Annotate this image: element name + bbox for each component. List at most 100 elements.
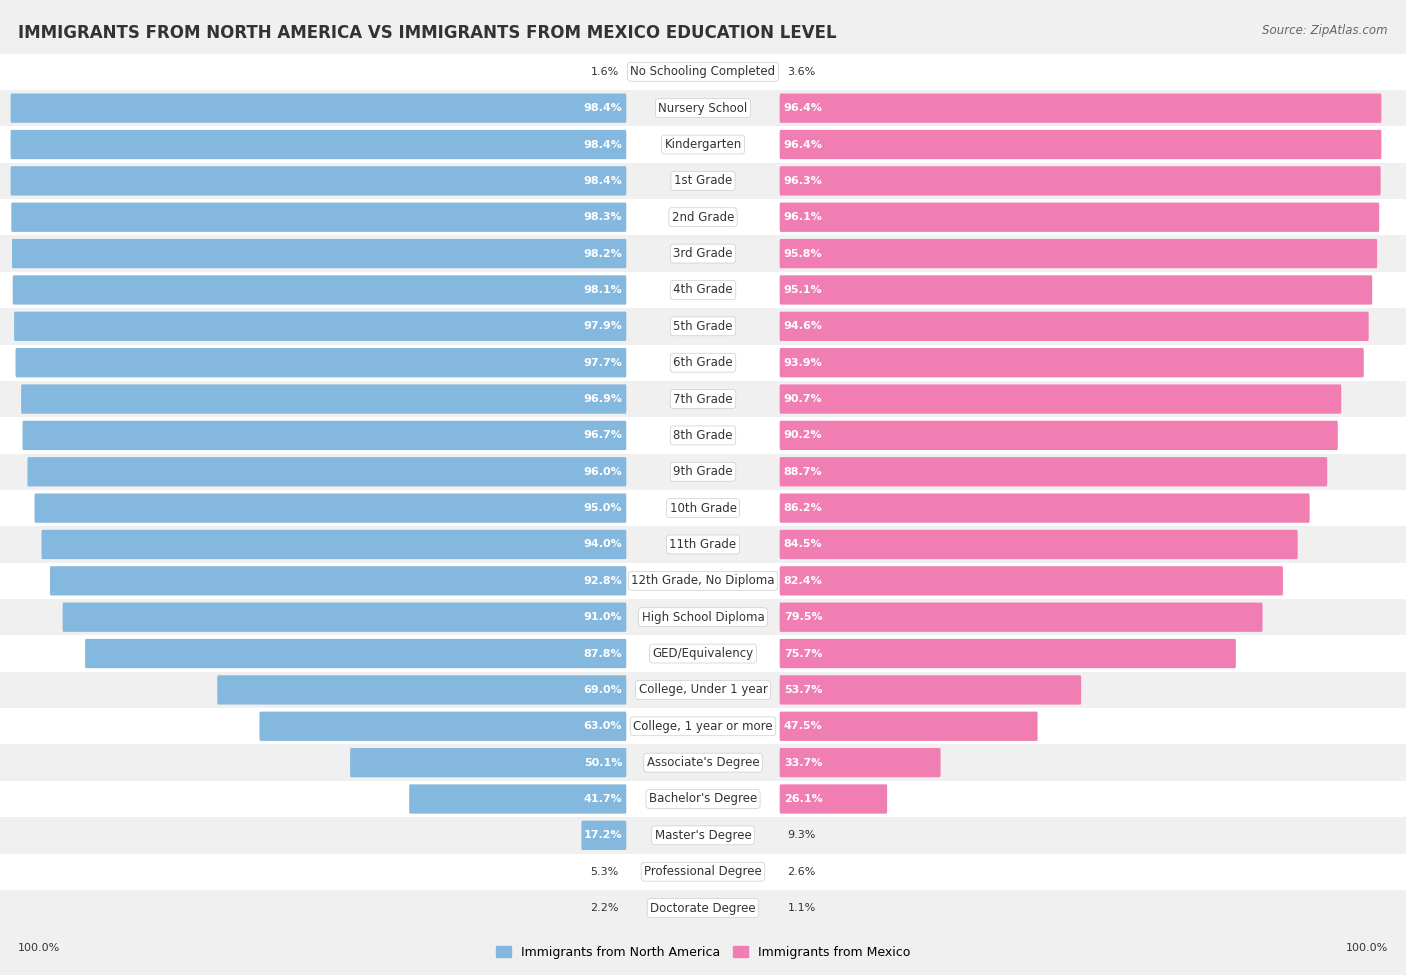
- FancyBboxPatch shape: [21, 384, 626, 413]
- Text: 8th Grade: 8th Grade: [673, 429, 733, 442]
- FancyBboxPatch shape: [0, 563, 1406, 599]
- Text: 11th Grade: 11th Grade: [669, 538, 737, 551]
- Text: 1.1%: 1.1%: [787, 903, 815, 913]
- Text: 5th Grade: 5th Grade: [673, 320, 733, 332]
- Text: 2nd Grade: 2nd Grade: [672, 211, 734, 223]
- FancyBboxPatch shape: [780, 493, 1309, 523]
- Text: 96.9%: 96.9%: [583, 394, 621, 404]
- Text: 63.0%: 63.0%: [583, 722, 621, 731]
- FancyBboxPatch shape: [780, 421, 1337, 450]
- FancyBboxPatch shape: [11, 94, 626, 123]
- Text: 84.5%: 84.5%: [785, 539, 823, 550]
- Text: GED/Equivalency: GED/Equivalency: [652, 647, 754, 660]
- Text: Doctorate Degree: Doctorate Degree: [650, 902, 756, 915]
- FancyBboxPatch shape: [780, 348, 1364, 377]
- Text: 96.0%: 96.0%: [583, 467, 621, 477]
- Text: 26.1%: 26.1%: [785, 794, 823, 804]
- FancyBboxPatch shape: [260, 712, 626, 741]
- Text: 2.2%: 2.2%: [591, 903, 619, 913]
- FancyBboxPatch shape: [780, 566, 1282, 596]
- Text: 95.1%: 95.1%: [785, 285, 823, 295]
- FancyBboxPatch shape: [42, 529, 626, 559]
- Text: 47.5%: 47.5%: [785, 722, 823, 731]
- Text: 91.0%: 91.0%: [583, 612, 621, 622]
- Text: IMMIGRANTS FROM NORTH AMERICA VS IMMIGRANTS FROM MEXICO EDUCATION LEVEL: IMMIGRANTS FROM NORTH AMERICA VS IMMIGRA…: [18, 24, 837, 42]
- Text: 98.4%: 98.4%: [583, 103, 621, 113]
- Text: 97.9%: 97.9%: [583, 322, 621, 332]
- Text: 98.1%: 98.1%: [583, 285, 621, 295]
- Text: 88.7%: 88.7%: [785, 467, 823, 477]
- FancyBboxPatch shape: [780, 275, 1372, 304]
- Text: 7th Grade: 7th Grade: [673, 393, 733, 406]
- Text: Bachelor's Degree: Bachelor's Degree: [650, 793, 756, 805]
- Text: 10th Grade: 10th Grade: [669, 501, 737, 515]
- FancyBboxPatch shape: [780, 166, 1381, 196]
- FancyBboxPatch shape: [0, 453, 1406, 489]
- FancyBboxPatch shape: [0, 781, 1406, 817]
- FancyBboxPatch shape: [0, 163, 1406, 199]
- Text: Associate's Degree: Associate's Degree: [647, 757, 759, 769]
- FancyBboxPatch shape: [11, 130, 626, 159]
- FancyBboxPatch shape: [0, 636, 1406, 672]
- Text: 90.7%: 90.7%: [785, 394, 823, 404]
- FancyBboxPatch shape: [0, 672, 1406, 708]
- Text: 95.8%: 95.8%: [785, 249, 823, 258]
- FancyBboxPatch shape: [0, 381, 1406, 417]
- Text: 50.1%: 50.1%: [583, 758, 621, 767]
- FancyBboxPatch shape: [218, 676, 626, 705]
- FancyBboxPatch shape: [22, 421, 626, 450]
- Text: 53.7%: 53.7%: [785, 684, 823, 695]
- FancyBboxPatch shape: [350, 748, 626, 777]
- Text: 94.6%: 94.6%: [785, 322, 823, 332]
- Text: 4th Grade: 4th Grade: [673, 284, 733, 296]
- FancyBboxPatch shape: [780, 529, 1298, 559]
- Legend: Immigrants from North America, Immigrants from Mexico: Immigrants from North America, Immigrant…: [491, 941, 915, 964]
- Text: 75.7%: 75.7%: [785, 648, 823, 658]
- Text: Professional Degree: Professional Degree: [644, 865, 762, 878]
- FancyBboxPatch shape: [780, 312, 1368, 341]
- Text: 33.7%: 33.7%: [785, 758, 823, 767]
- Text: 90.2%: 90.2%: [785, 430, 823, 441]
- Text: 69.0%: 69.0%: [583, 684, 621, 695]
- FancyBboxPatch shape: [780, 384, 1341, 413]
- FancyBboxPatch shape: [13, 275, 626, 304]
- Text: 96.3%: 96.3%: [785, 176, 823, 186]
- FancyBboxPatch shape: [0, 526, 1406, 563]
- FancyBboxPatch shape: [780, 639, 1236, 668]
- FancyBboxPatch shape: [14, 312, 626, 341]
- Text: 5.3%: 5.3%: [591, 867, 619, 877]
- Text: 9th Grade: 9th Grade: [673, 465, 733, 479]
- FancyBboxPatch shape: [780, 603, 1263, 632]
- Text: 3.6%: 3.6%: [787, 67, 815, 77]
- Text: 96.4%: 96.4%: [785, 103, 823, 113]
- FancyBboxPatch shape: [86, 639, 626, 668]
- FancyBboxPatch shape: [780, 203, 1379, 232]
- Text: 1st Grade: 1st Grade: [673, 175, 733, 187]
- FancyBboxPatch shape: [51, 566, 626, 596]
- FancyBboxPatch shape: [780, 784, 887, 814]
- Text: 82.4%: 82.4%: [785, 576, 823, 586]
- Text: 79.5%: 79.5%: [785, 612, 823, 622]
- FancyBboxPatch shape: [0, 890, 1406, 926]
- FancyBboxPatch shape: [0, 54, 1406, 90]
- FancyBboxPatch shape: [0, 417, 1406, 453]
- FancyBboxPatch shape: [0, 344, 1406, 381]
- FancyBboxPatch shape: [13, 239, 626, 268]
- Text: College, Under 1 year: College, Under 1 year: [638, 683, 768, 696]
- FancyBboxPatch shape: [0, 272, 1406, 308]
- Text: 96.7%: 96.7%: [583, 430, 621, 441]
- FancyBboxPatch shape: [780, 130, 1381, 159]
- FancyBboxPatch shape: [780, 94, 1381, 123]
- Text: 98.4%: 98.4%: [583, 176, 621, 186]
- Text: 96.4%: 96.4%: [785, 139, 823, 149]
- FancyBboxPatch shape: [0, 90, 1406, 127]
- FancyBboxPatch shape: [780, 676, 1081, 705]
- FancyBboxPatch shape: [0, 817, 1406, 853]
- FancyBboxPatch shape: [63, 603, 626, 632]
- FancyBboxPatch shape: [0, 853, 1406, 890]
- FancyBboxPatch shape: [0, 308, 1406, 344]
- FancyBboxPatch shape: [0, 745, 1406, 781]
- FancyBboxPatch shape: [11, 166, 626, 196]
- Text: 87.8%: 87.8%: [583, 648, 621, 658]
- Text: 3rd Grade: 3rd Grade: [673, 247, 733, 260]
